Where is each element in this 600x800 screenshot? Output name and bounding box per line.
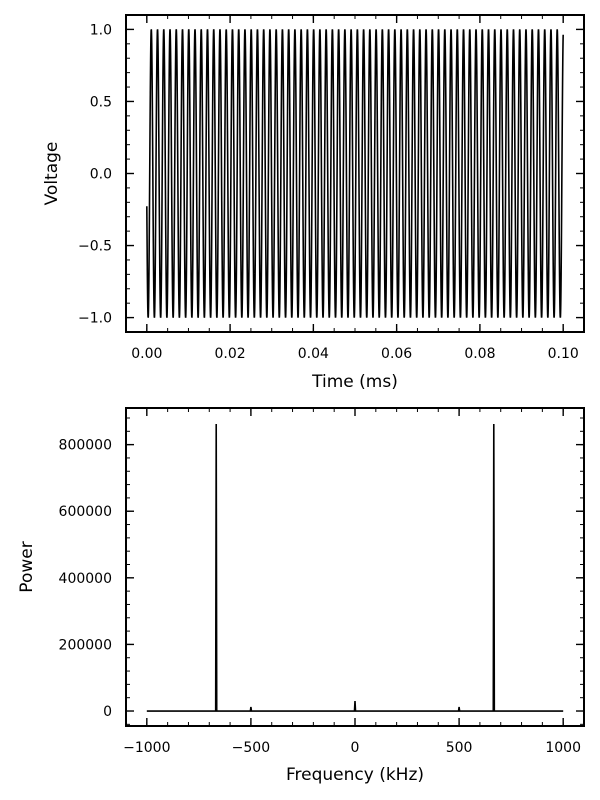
y-tick-label: 400000 (59, 571, 112, 587)
x-tick-label: 0.04 (298, 346, 329, 362)
data-layer (146, 29, 564, 318)
y-tick-label: 1.0 (90, 22, 112, 38)
plot-frame (125, 407, 585, 727)
x-tick-label: 0.02 (215, 346, 246, 362)
x-tick-label: 0.08 (464, 346, 495, 362)
y-tick-label: 0.5 (90, 94, 112, 110)
voltage-time-plot: 0.00 0.02 0.04 0.06 0.08 0.10 −1.0 −0.5 0.0 0.5 1… (42, 14, 585, 392)
x-tick-label: −500 (232, 740, 270, 756)
y-tick-label: −1.0 (78, 311, 112, 327)
series-line-power (146, 423, 564, 712)
data-layer (146, 423, 564, 712)
y-tick-label: 0.0 (90, 167, 112, 183)
x-tick-label: 0.06 (381, 346, 412, 362)
y-tick-label: 600000 (59, 504, 112, 520)
x-axis-label: Frequency (kHz) (286, 765, 424, 785)
y-axis-label: Power (17, 541, 37, 592)
x-tick-label: 0.10 (548, 346, 579, 362)
y-tick-labels: −1.0 −0.5 0.0 0.5 1.0 (78, 22, 112, 326)
x-tick-label: 0 (351, 740, 360, 756)
x-tick-label: 0.00 (131, 346, 162, 362)
y-tick-label: 200000 (59, 637, 112, 653)
major-ticks (126, 15, 584, 332)
x-axis-label: Time (ms) (311, 372, 398, 392)
y-tick-label: 800000 (59, 438, 112, 454)
y-axis-label: Voltage (42, 142, 62, 206)
x-tick-label: −1000 (123, 740, 170, 756)
major-ticks (126, 408, 584, 726)
power-spectrum-plot: −1000 −500 0 500 1000 0 200000 400000 600000 800… (17, 407, 585, 785)
plot-frame (125, 14, 585, 333)
series-line-voltage (146, 29, 564, 318)
y-tick-label: 0 (103, 704, 112, 720)
x-tick-labels: −1000 −500 0 500 1000 (123, 740, 581, 756)
y-tick-label: −0.5 (78, 239, 112, 255)
x-tick-label: 500 (446, 740, 473, 756)
x-tick-label: 1000 (545, 740, 581, 756)
x-tick-labels: 0.00 0.02 0.04 0.06 0.08 0.10 (131, 346, 579, 362)
y-tick-labels: 0 200000 400000 600000 800000 (59, 438, 112, 720)
